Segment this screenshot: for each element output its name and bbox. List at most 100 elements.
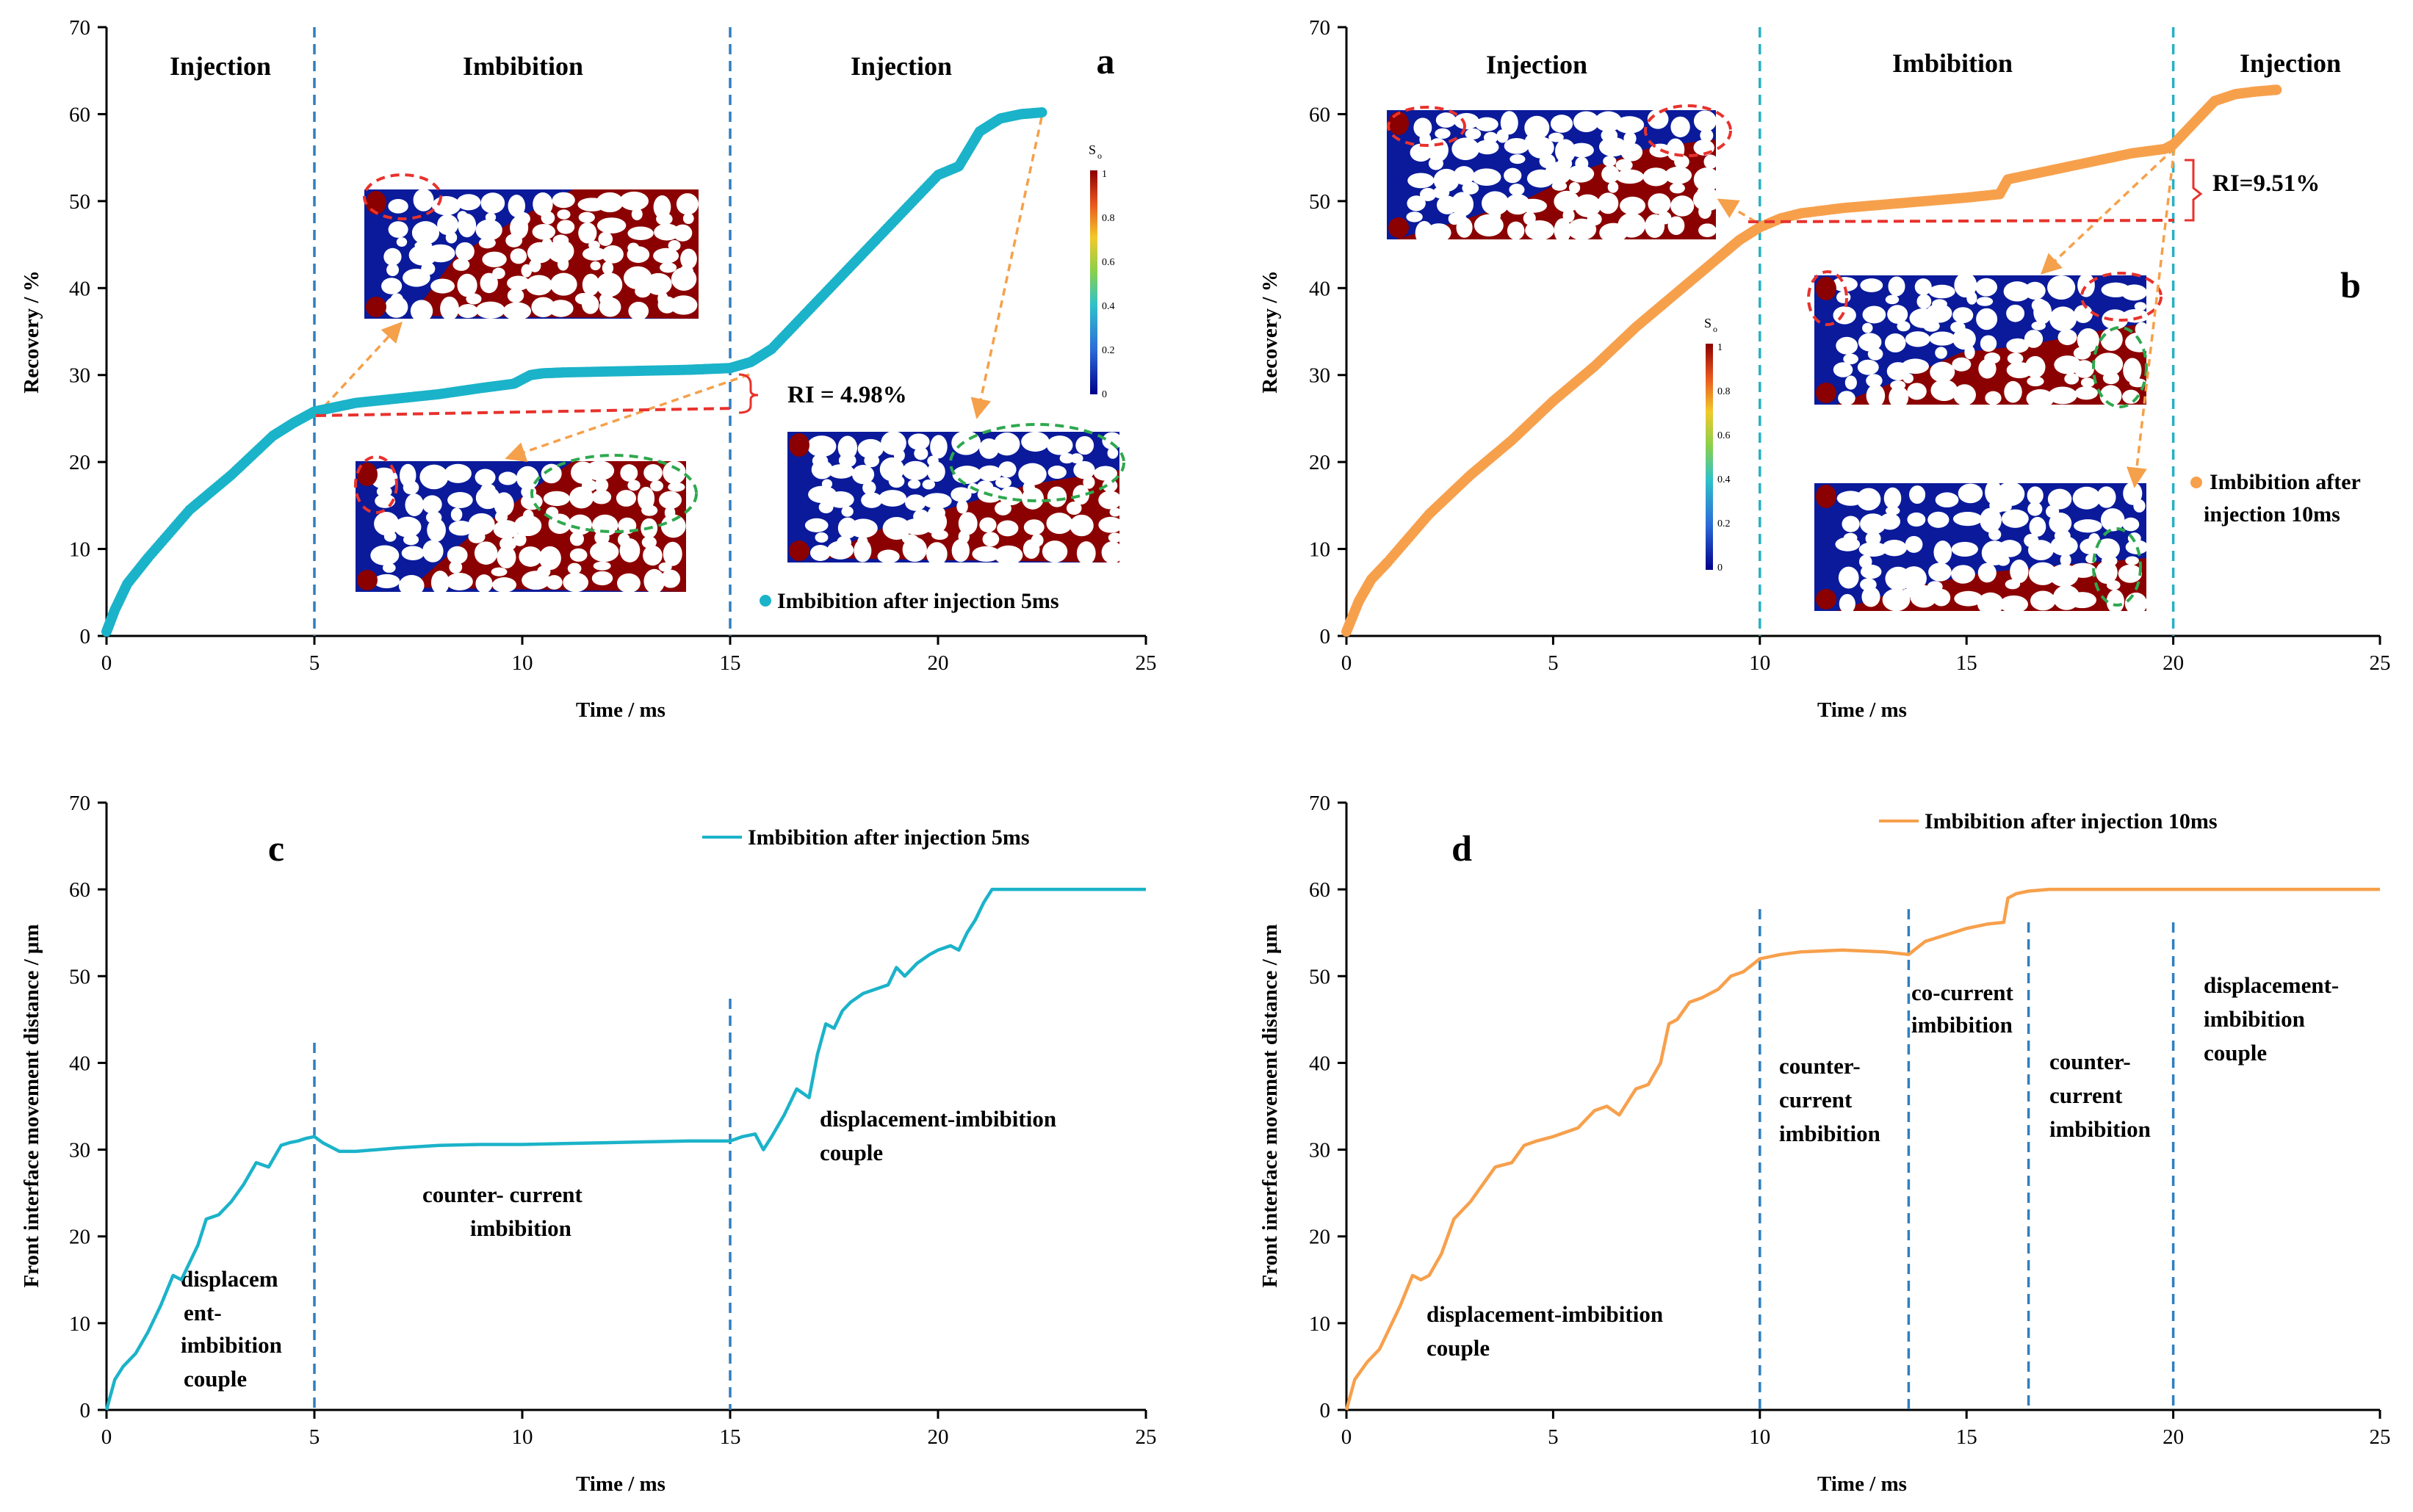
- grain-particle: [1951, 541, 1978, 557]
- a-colorbar-tick: 1: [1102, 169, 1107, 180]
- grain-particle: [505, 234, 523, 247]
- grain-particle: [2074, 519, 2102, 533]
- grain-particle: [1567, 218, 1597, 241]
- grain-particle: [2057, 329, 2077, 345]
- grain-particle: [2003, 281, 2031, 302]
- grain-particle: [593, 561, 611, 571]
- grain-particle: [951, 487, 972, 502]
- grain-particle: [2125, 556, 2139, 565]
- c-ytick-label: 10: [69, 1312, 90, 1336]
- grain-particle: [1954, 272, 1977, 298]
- grain-particle: [2047, 488, 2072, 510]
- grain-particle: [384, 296, 408, 318]
- grain-particle: [1698, 204, 1712, 219]
- grain-particle: [430, 571, 450, 595]
- c-xtick-label: 25: [1136, 1425, 1157, 1449]
- panel-a-inset-mid: [354, 454, 698, 596]
- grain-particle: [848, 518, 878, 538]
- inlet-blob: [1816, 277, 1836, 300]
- grain-particle: [1860, 278, 1883, 292]
- panel-d-seg5-line3: couple: [2204, 1040, 2267, 1066]
- panel-a-y-ticks: 0 10 20 30 40 50 60 70: [69, 16, 107, 648]
- grain-particle: [557, 209, 571, 220]
- b-xtick-label: 10: [1749, 651, 1770, 675]
- d-xtick-label: 25: [2370, 1425, 2391, 1449]
- grain-particle: [994, 545, 1023, 565]
- grain-particle: [475, 469, 496, 486]
- grain-particle: [673, 224, 693, 242]
- grain-particle: [628, 301, 649, 321]
- grain-particle: [2093, 352, 2124, 376]
- grain-particle: [382, 563, 396, 573]
- grain-particle: [1977, 563, 1997, 583]
- grain-particle: [804, 518, 829, 532]
- grain-particle: [413, 188, 434, 211]
- panel-d-series: [1344, 887, 2380, 1411]
- panel-c-legend: Imbibition after injection 5ms: [702, 825, 1030, 850]
- grain-particle: [669, 295, 698, 315]
- grain-particle: [594, 530, 610, 545]
- grain-particle: [861, 492, 883, 508]
- grain-particle: [1856, 488, 1881, 511]
- grain-particle: [468, 513, 495, 535]
- grain-particle: [1933, 540, 1952, 564]
- grain-particle: [627, 226, 654, 240]
- grain-particle: [1456, 217, 1473, 238]
- grain-particle: [602, 261, 614, 275]
- panel-d-seg3-line2: imbibition: [1911, 1012, 2013, 1038]
- panel-b-phase-label-1: Injection: [1486, 50, 1587, 79]
- grain-particle: [1935, 347, 1947, 359]
- panel-d-segment-labels: displacement-imbibition couple counter- …: [1426, 972, 2339, 1361]
- grain-particle: [1108, 532, 1122, 543]
- grain-particle: [2024, 355, 2046, 378]
- grain-particle: [1451, 192, 1474, 217]
- panel-b-series: [1341, 84, 2282, 637]
- grain-particle: [1453, 166, 1475, 185]
- grain-particle: [1838, 391, 1855, 406]
- grain-particle: [877, 549, 900, 564]
- grain-particle: [1670, 116, 1690, 137]
- grain-particle: [1603, 156, 1617, 167]
- grain-particle: [1496, 129, 1509, 143]
- grain-particle: [590, 261, 601, 270]
- b-xtick-label: 25: [2370, 651, 2391, 675]
- a-ytick-label: 0: [80, 625, 91, 648]
- grain-particle: [668, 482, 685, 492]
- panel-a-legend: Imbibition after injection 5ms: [760, 589, 1059, 613]
- grain-particle: [997, 520, 1019, 537]
- panel-a-series: [101, 107, 1047, 637]
- panel-a-y-axis-label: Recovery / %: [20, 270, 43, 394]
- grain-particle: [1975, 278, 1998, 297]
- b-colorbar-tick: 0.4: [1717, 474, 1731, 485]
- grain-particle: [568, 514, 592, 535]
- grain-particle: [1862, 322, 1873, 333]
- a-xtick-label: 5: [309, 651, 320, 675]
- grain-particle: [507, 288, 524, 303]
- grain-particle: [1518, 198, 1547, 213]
- grain-particle: [994, 432, 1020, 456]
- grain-particle: [995, 502, 1011, 516]
- grain-particle: [1928, 284, 1955, 299]
- grain-particle: [2027, 502, 2043, 516]
- grain-particle: [502, 302, 532, 321]
- panel-c-seg1-line3: imbibition: [181, 1332, 282, 1358]
- grain-particle: [394, 516, 422, 538]
- grain-particle: [1454, 112, 1479, 130]
- grain-particle: [1860, 564, 1882, 579]
- grain-particle: [426, 244, 455, 263]
- grain-particle: [1954, 590, 1983, 607]
- grain-particle: [616, 573, 641, 593]
- grain-particle: [1524, 115, 1550, 140]
- grain-particle: [398, 575, 425, 596]
- grain-particle: [2050, 535, 2078, 556]
- c-ytick-label: 60: [69, 878, 90, 902]
- grain-particle: [529, 258, 541, 272]
- grain-particle: [525, 275, 552, 296]
- grain-particle: [2030, 590, 2056, 611]
- grain-particle: [658, 491, 682, 509]
- grain-particle: [494, 510, 508, 524]
- grain-particle: [550, 272, 577, 296]
- grain-particle: [624, 266, 652, 290]
